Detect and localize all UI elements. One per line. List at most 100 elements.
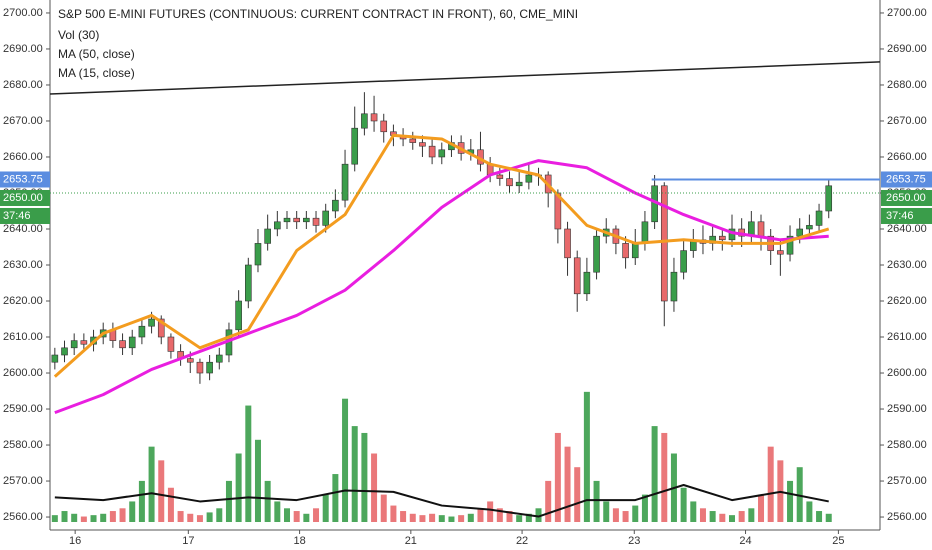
candle-body	[438, 149, 446, 158]
candle-body	[719, 235, 726, 241]
countdown-label-box	[881, 207, 932, 224]
candle-body	[274, 221, 281, 230]
volume-bar	[641, 494, 648, 522]
candle-body	[680, 250, 687, 273]
candle-body	[70, 340, 78, 349]
volume-bar	[409, 513, 416, 522]
volume-bar	[61, 511, 68, 522]
legend-entry: Vol (30)	[58, 28, 99, 42]
candle-body	[61, 347, 68, 356]
volume-bar	[245, 405, 252, 522]
volume-bar	[603, 501, 610, 522]
y-tick-label: 2660.00	[887, 151, 927, 163]
volume-bar	[51, 515, 58, 522]
x-tick-label: 24	[739, 535, 751, 547]
y-tick-label: 2640.00	[3, 223, 43, 235]
candle-body	[157, 318, 165, 338]
candle-body	[496, 174, 504, 179]
candle-body	[806, 225, 813, 230]
candle-body	[409, 138, 417, 143]
volume-bar	[100, 513, 107, 522]
volume-bar	[419, 515, 426, 522]
volume-bar	[525, 513, 532, 522]
volume-bar	[322, 494, 329, 522]
volume-bar	[622, 511, 629, 522]
volume-bar	[787, 480, 794, 522]
volume-bar	[380, 494, 387, 522]
volume-bar	[216, 508, 223, 522]
y-tick-label: 2630.00	[887, 259, 927, 271]
candle-body	[215, 354, 223, 363]
legend-entry: MA (15, close)	[58, 66, 135, 80]
y-tick-label: 2570.00	[3, 475, 43, 487]
volume-bar	[496, 508, 503, 522]
volume-bar	[748, 508, 755, 522]
volume-bar	[138, 480, 145, 522]
y-tick-label: 2560.00	[887, 511, 927, 523]
countdown-label-box	[0, 207, 50, 224]
y-tick-label: 2640.00	[887, 223, 927, 235]
volume-bar	[690, 501, 697, 522]
volume-bar	[699, 508, 706, 522]
candle-body	[332, 199, 339, 212]
y-tick-label: 2570.00	[887, 475, 927, 487]
candle-body	[370, 113, 378, 122]
candle-body	[380, 120, 388, 133]
volume-bar	[167, 487, 174, 522]
volume-bar	[80, 516, 87, 522]
volume-bar	[264, 480, 271, 522]
candle-body	[80, 340, 88, 345]
candle-body	[361, 113, 368, 129]
volume-bar	[187, 513, 194, 522]
volume-bar	[458, 515, 465, 522]
volume-bar	[71, 513, 78, 522]
candle-body	[186, 358, 194, 363]
x-tick-label: 17	[182, 535, 194, 547]
y-tick-label: 2680.00	[3, 79, 43, 91]
volume-bar	[119, 508, 126, 522]
candle-body	[622, 243, 629, 259]
candle-body	[312, 217, 320, 226]
volume-bar	[351, 426, 358, 522]
trendline	[49, 61, 881, 95]
candle-body	[264, 228, 271, 244]
volume-bar	[90, 515, 97, 522]
volume-bar	[796, 467, 803, 522]
y-tick-label: 2580.00	[3, 439, 43, 451]
volume-bar	[758, 494, 765, 522]
y-tick-label: 2700.00	[3, 7, 43, 19]
volume-bar	[129, 501, 136, 522]
price-label: 2650.00	[3, 192, 43, 204]
candle-body	[506, 178, 513, 187]
volume-bar	[196, 515, 203, 522]
volume-bar	[477, 508, 484, 522]
candle-body	[825, 185, 833, 212]
candle-body	[428, 145, 436, 158]
y-tick-label: 2590.00	[887, 403, 927, 415]
candle-body	[293, 217, 300, 223]
x-tick-label: 21	[405, 535, 417, 547]
candle-body	[786, 235, 794, 255]
candle-body	[670, 271, 678, 302]
chart-title: S&P 500 E-MINI FUTURES (CONTINUOUS: CURR…	[58, 7, 578, 21]
volume-bar	[612, 508, 619, 522]
candle-body	[525, 174, 533, 183]
volume-bar	[564, 446, 571, 522]
candle-body	[138, 325, 146, 338]
y-tick-label: 2630.00	[3, 259, 43, 271]
volume-bar	[593, 480, 600, 522]
candle-body	[641, 221, 649, 244]
candle-body	[119, 340, 126, 349]
candle-body	[206, 361, 213, 374]
candle-body	[128, 336, 136, 349]
volume-bar	[574, 467, 581, 522]
candle-body	[322, 210, 329, 226]
volume-bar	[554, 432, 561, 522]
volume-bar	[361, 432, 368, 522]
volume-bar	[254, 439, 261, 522]
candle-body	[419, 142, 426, 147]
candle-body	[254, 243, 262, 266]
volume-bar	[274, 501, 281, 522]
candle-body	[148, 318, 155, 327]
